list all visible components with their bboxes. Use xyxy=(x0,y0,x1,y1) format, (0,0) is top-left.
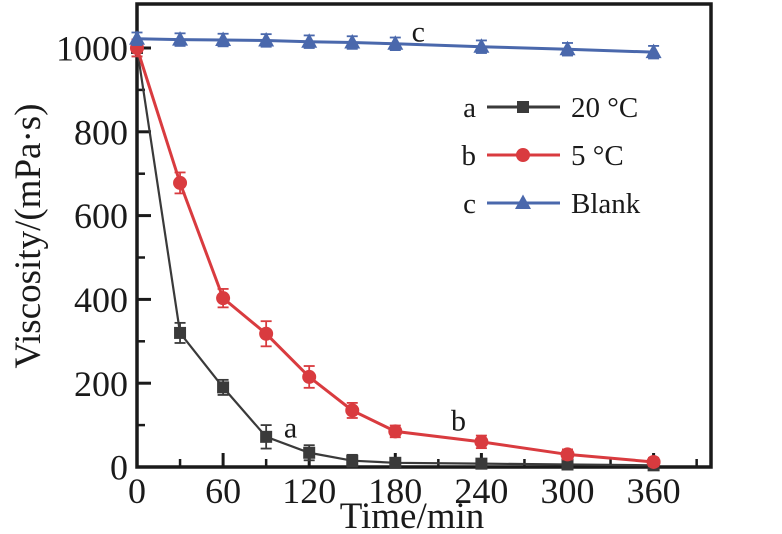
y-tick-label: 400 xyxy=(74,280,128,320)
plot-frame xyxy=(135,2,713,469)
legend-letter: b xyxy=(462,140,477,172)
series-c-marker-triangle xyxy=(129,30,145,45)
series-a-marker-square xyxy=(561,458,574,471)
series-b-marker-circle xyxy=(216,291,231,306)
series-c-marker-triangle xyxy=(473,38,490,53)
series-b-marker-circle xyxy=(345,403,360,418)
series-c xyxy=(129,30,662,60)
series-c-marker-triangle xyxy=(172,31,189,46)
series-a-marker-square xyxy=(346,454,359,467)
annotation-a: a xyxy=(284,412,297,445)
annotation-b: b xyxy=(451,405,466,438)
series-a-marker-square xyxy=(303,446,316,459)
axis-tick-labels: 0 60 120 180 240 300 360 0 200 400 600 800 1000 xyxy=(56,29,681,511)
x-tick-label: 60 xyxy=(205,471,241,511)
series-b-marker-circle xyxy=(259,326,274,341)
x-tick-label: 120 xyxy=(282,471,336,511)
x-tick-label: 300 xyxy=(541,471,595,511)
series-b-marker-circle xyxy=(560,447,575,462)
series-c-marker-triangle xyxy=(258,31,275,47)
legend-label: 20 °C xyxy=(571,92,638,124)
legend-entry-a: a 20 °C xyxy=(463,92,638,124)
series-a-marker-square xyxy=(389,456,402,469)
x-axis-title: Time/min xyxy=(340,496,485,534)
legend-entry-c: c Blank xyxy=(463,188,641,220)
y-tick-label: 600 xyxy=(74,196,128,236)
series-c-line xyxy=(136,37,654,54)
series-c-marker-triangle xyxy=(645,43,662,59)
data-series xyxy=(129,30,662,472)
series-a-marker-square xyxy=(475,457,488,470)
series-b-marker-circle xyxy=(646,454,661,469)
y-tick-label: 0 xyxy=(110,448,128,488)
series-a-legend-marker-square xyxy=(517,101,529,113)
annotation-c: c xyxy=(412,16,425,49)
x-tick-label: 360 xyxy=(627,471,681,511)
series-b-marker-circle xyxy=(474,434,489,449)
series-c-marker-triangle xyxy=(301,33,318,48)
legend-label: 5 °C xyxy=(571,140,624,172)
legend-entry-b: b 5 °C xyxy=(462,140,624,172)
series-b-marker-circle xyxy=(173,175,188,190)
x-tick-label: 0 xyxy=(128,471,146,511)
series-c-marker-triangle xyxy=(559,40,576,56)
legend-letter: c xyxy=(463,188,476,220)
series-a-line xyxy=(135,47,654,467)
x-tick-label: 180 xyxy=(368,471,422,511)
series-c-marker-triangle xyxy=(344,34,361,49)
series-c-marker-triangle xyxy=(215,31,232,47)
series-a-marker-square xyxy=(260,430,273,443)
series-c-marker-triangle xyxy=(387,35,404,50)
y-axis-title: Viscosity/(mPa·s) xyxy=(8,104,49,369)
series-b-legend-marker-circle xyxy=(516,148,530,162)
y-tick-label: 1000 xyxy=(56,29,128,69)
y-tick-label: 200 xyxy=(74,364,128,404)
series-annotations: a b c xyxy=(284,16,466,445)
legend-label: Blank xyxy=(571,188,641,220)
y-tick-label: 800 xyxy=(74,112,128,152)
x-tick-label: 240 xyxy=(454,471,508,511)
series-c-legend-marker-triangle xyxy=(515,194,531,209)
chart-legend: a 20 °C b 5 °C c Blank xyxy=(462,92,641,220)
legend-letter: a xyxy=(463,92,476,124)
series-a-marker-square xyxy=(217,381,230,394)
series-a-marker-square xyxy=(174,326,187,339)
series-a xyxy=(131,38,660,472)
series-b-line xyxy=(135,47,654,464)
series-b-marker-circle xyxy=(302,369,317,384)
series-b-marker-circle xyxy=(388,424,403,439)
